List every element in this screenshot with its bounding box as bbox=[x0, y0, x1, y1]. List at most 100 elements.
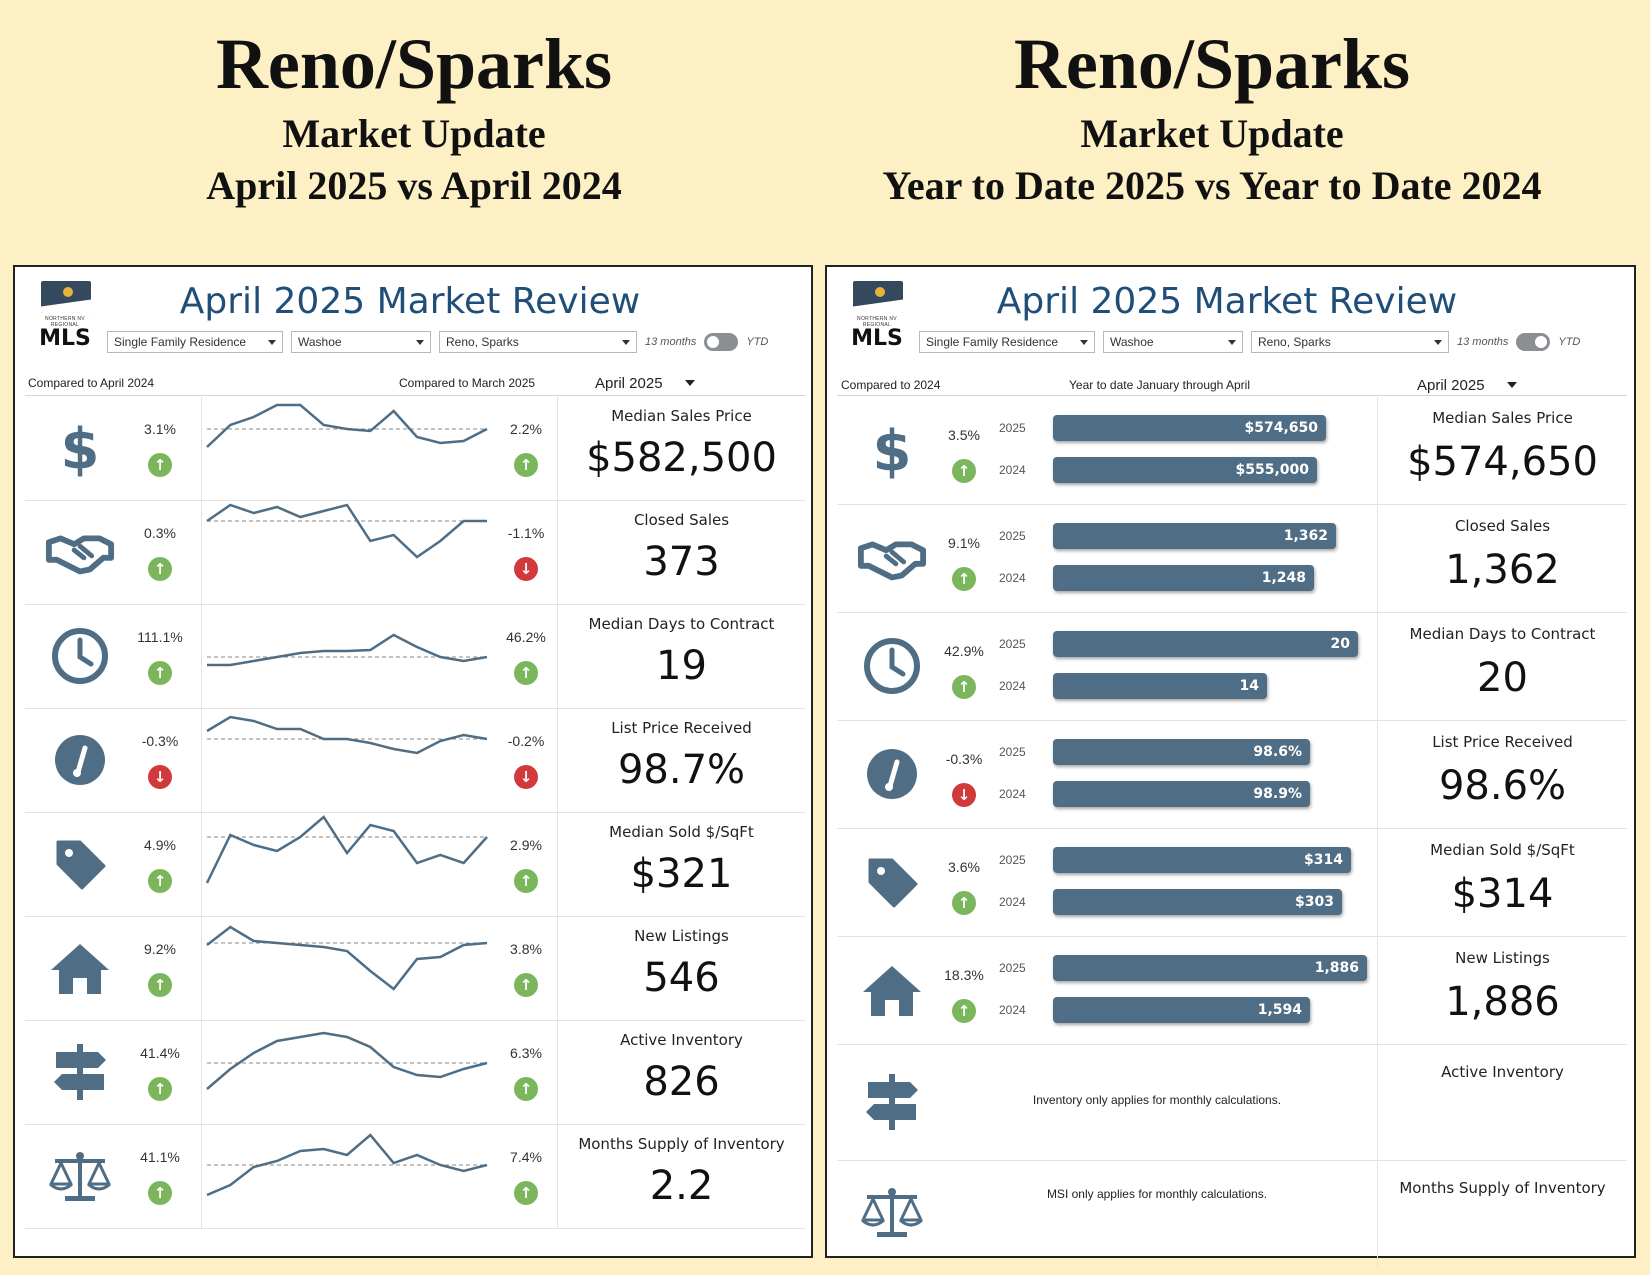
metric-row: 18.3% ↑ 2025 2024 1,886 1,594 New Listings 1,88… bbox=[837, 937, 1627, 1045]
city-select[interactable]: Reno, Sparks bbox=[439, 331, 637, 353]
filter-bar: Single Family Residence Washoe Reno, Spa… bbox=[107, 331, 768, 353]
arrow-up-icon: ↑ bbox=[148, 453, 172, 477]
period-select[interactable]: April 2025 bbox=[595, 375, 694, 392]
page-title: April 2025 Market Review bbox=[179, 281, 641, 322]
clock-icon bbox=[45, 625, 115, 687]
metric-value: $321 bbox=[630, 851, 733, 897]
sparkline-series bbox=[206, 925, 488, 991]
arrow-up-icon: ↑ bbox=[148, 557, 172, 581]
metric-value: $574,650 bbox=[1407, 439, 1598, 485]
metric-card: Active Inventory bbox=[1377, 1045, 1627, 1161]
metric-row: MSI only applies for monthly calculation… bbox=[837, 1161, 1627, 1269]
svg-text:$: $ bbox=[61, 418, 100, 478]
year-label-current: 2025 bbox=[999, 637, 1026, 651]
yoy-change: 0.3% bbox=[144, 525, 176, 541]
arrow-up-icon: ↑ bbox=[514, 661, 538, 685]
bar-prior-year: 1,248 bbox=[1053, 565, 1314, 591]
arrow-up-icon: ↑ bbox=[952, 999, 976, 1023]
right-header-subtitle: Market Update bbox=[1080, 111, 1344, 156]
metric-card: Closed Sales 373 bbox=[557, 501, 805, 605]
arrow-up-icon: ↑ bbox=[952, 675, 976, 699]
mls-logo: NORTHERN NV REGIONAL MLS bbox=[33, 281, 97, 350]
metric-value: 98.6% bbox=[1438, 763, 1567, 809]
filter-bar: Single Family Residence Washoe Reno, Spa… bbox=[919, 331, 1580, 353]
gauge-icon bbox=[857, 743, 927, 805]
compare-mom-label: Compared to March 2025 bbox=[399, 376, 536, 390]
arrow-up-icon: ↑ bbox=[148, 661, 172, 685]
year-label-prior: 2024 bbox=[999, 787, 1026, 801]
signpost-icon bbox=[45, 1041, 115, 1103]
metric-row: 42.9% ↑ 2025 2024 20 14 Median Days to Contrac… bbox=[837, 613, 1627, 721]
yoy-change: 9.1% bbox=[948, 535, 980, 551]
metric-value: 19 bbox=[656, 643, 707, 689]
metric-value: 373 bbox=[643, 539, 720, 585]
yoy-change: 111.1% bbox=[137, 629, 183, 645]
year-label-prior: 2024 bbox=[999, 679, 1026, 693]
tag-icon bbox=[45, 833, 115, 895]
metric-card: List Price Received 98.6% bbox=[1377, 721, 1627, 829]
metric-card: Median Sales Price $574,650 bbox=[1377, 397, 1627, 505]
left-header-period: April 2025 vs April 2024 bbox=[206, 163, 622, 208]
arrow-up-icon: ↑ bbox=[952, 459, 976, 483]
metric-card: Months Supply of Inventory 2.2 bbox=[557, 1125, 805, 1229]
monthly-only-note: Inventory only applies for monthly calcu… bbox=[1032, 1093, 1282, 1107]
property-type-select[interactable]: Single Family Residence bbox=[107, 331, 283, 353]
toggle-left-label: 13 months bbox=[645, 336, 697, 348]
svg-text:$: $ bbox=[873, 420, 912, 480]
sparkline-series bbox=[206, 1031, 488, 1090]
period-toggle[interactable] bbox=[704, 333, 739, 351]
arrow-up-icon: ↑ bbox=[148, 869, 172, 893]
period-select[interactable]: April 2025 bbox=[1417, 377, 1516, 394]
metric-row: Inventory only applies for monthly calcu… bbox=[837, 1045, 1627, 1161]
metric-card: List Price Received 98.7% bbox=[557, 709, 805, 813]
metric-card: New Listings 1,886 bbox=[1377, 937, 1627, 1045]
metric-value: 2.2 bbox=[649, 1163, 714, 1209]
signpost-icon bbox=[857, 1071, 927, 1133]
clock-icon bbox=[857, 635, 927, 697]
yoy-change: 3.1% bbox=[144, 421, 176, 437]
metric-value: 546 bbox=[643, 955, 720, 1001]
metric-card: Median Sold $/SqFt $321 bbox=[557, 813, 805, 917]
yoy-change: 18.3% bbox=[944, 967, 984, 983]
metric-row: -0.3% ↓ -0.2% ↓ List Price Received 98.7% bbox=[25, 709, 805, 813]
left-header-title: Reno/Sparks bbox=[215, 24, 613, 104]
county-select[interactable]: Washoe bbox=[291, 331, 431, 353]
monthly-review-panel: NORTHERN NV REGIONAL MLS April 2025 Mark… bbox=[13, 265, 813, 1258]
mom-change: 6.3% bbox=[510, 1045, 542, 1061]
period-toggle[interactable] bbox=[1516, 333, 1551, 351]
metric-value: 826 bbox=[643, 1059, 720, 1105]
compare-yoy-label: Compared to 2024 bbox=[841, 378, 941, 392]
toggle-right-label: YTD bbox=[746, 336, 769, 348]
bar-current-year: 1,362 bbox=[1053, 523, 1336, 549]
metric-row: 3.6% ↑ 2025 2024 $314 $303 Median Sold $/SqFt $… bbox=[837, 829, 1627, 937]
county-select[interactable]: Washoe bbox=[1103, 331, 1243, 353]
compare-yoy-label: Compared to April 2024 bbox=[28, 376, 155, 390]
bar-prior-year: 98.9% bbox=[1053, 781, 1310, 807]
year-label-prior: 2024 bbox=[999, 895, 1026, 909]
metric-card: New Listings 546 bbox=[557, 917, 805, 1021]
metric-row: 41.1% ↑ 7.4% ↑ Months Supply of Inventory 2.2 bbox=[25, 1125, 805, 1229]
yoy-change: 3.6% bbox=[948, 859, 980, 875]
metric-label: List Price Received bbox=[1432, 733, 1573, 751]
metric-card: Median Days to Contract 19 bbox=[557, 605, 805, 709]
arrow-up-icon: ↑ bbox=[148, 1077, 172, 1101]
metric-label: Median Sold $/SqFt bbox=[1430, 841, 1575, 859]
trend-sparkline bbox=[206, 1133, 488, 1197]
yoy-change: 41.4% bbox=[140, 1045, 180, 1061]
year-label-current: 2025 bbox=[999, 529, 1026, 543]
property-type-select[interactable]: Single Family Residence bbox=[919, 331, 1095, 353]
house-icon bbox=[857, 959, 927, 1021]
year-label-current: 2025 bbox=[999, 745, 1026, 759]
right-header-title: Reno/Sparks bbox=[1013, 24, 1411, 104]
metric-row: 111.1% ↑ 46.2% ↑ Median Days to Contract 19 bbox=[25, 605, 805, 709]
arrow-down-icon: ↓ bbox=[148, 765, 172, 789]
toggle-left-label: 13 months bbox=[1457, 336, 1509, 348]
arrow-up-icon: ↑ bbox=[952, 567, 976, 591]
metric-value: 1,886 bbox=[1445, 979, 1560, 1025]
mom-change: 2.9% bbox=[510, 837, 542, 853]
mls-logo: NORTHERN NV REGIONAL MLS bbox=[845, 281, 909, 350]
trend-sparkline bbox=[206, 403, 488, 448]
dollar-icon: $ bbox=[45, 417, 115, 479]
city-select[interactable]: Reno, Sparks bbox=[1251, 331, 1449, 353]
bar-current-year: 1,886 bbox=[1053, 955, 1367, 981]
